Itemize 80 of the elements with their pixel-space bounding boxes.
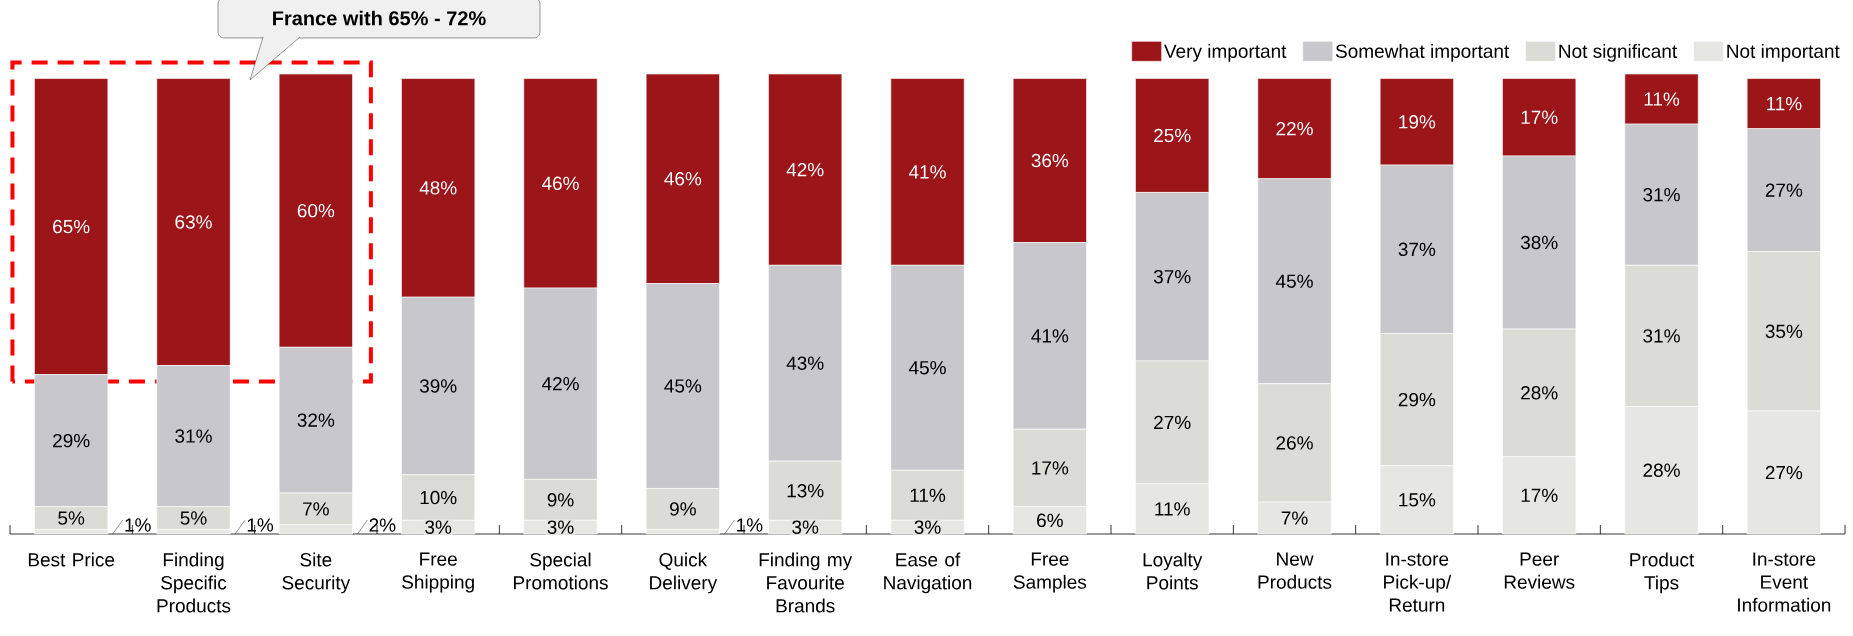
data-label: 9% — [670, 502, 696, 516]
legend-label: Not significant — [1559, 43, 1678, 62]
data-label: 3% — [792, 520, 819, 534]
data-label: 41% — [908, 165, 946, 179]
data-label: 25% — [1154, 128, 1191, 143]
text: France with 65% - 72% — [273, 10, 486, 26]
data-label: 48% — [419, 181, 457, 195]
data-label: 27% — [1765, 465, 1803, 480]
data-label: 1% — [125, 518, 151, 532]
x-tick-label: Free Shipping — [402, 552, 474, 593]
data-label: 42% — [786, 162, 824, 177]
x-tick-label: Site Security — [282, 552, 351, 594]
x-tick-label: Free Samples — [1013, 552, 1087, 593]
data-label: 29% — [53, 433, 90, 448]
data-label: 42% — [541, 377, 579, 391]
data-label: 17% — [1521, 110, 1558, 124]
x-tick-label: Product Tips — [1630, 552, 1695, 594]
data-label: 45% — [908, 361, 946, 375]
data-label: 11% — [1767, 96, 1802, 111]
x-tick-label: In-store Pick-up/ Return — [1384, 552, 1452, 612]
data-label: 1% — [737, 518, 763, 532]
data-label: 9% — [547, 493, 574, 507]
data-label: 60% — [297, 203, 335, 218]
data-label: 41% — [1031, 329, 1069, 343]
data-label: 11% — [1644, 92, 1680, 106]
data-label: 26% — [1276, 436, 1313, 450]
data-label: 28% — [1521, 386, 1558, 400]
data-label: 46% — [541, 176, 579, 191]
x-tick-label: In-store Event Information — [1738, 552, 1831, 612]
data-label: 2% — [369, 518, 396, 532]
data-label: 10% — [420, 490, 457, 505]
x-tick-label: Special Promotions — [514, 552, 608, 590]
x-tick-label: Finding Specific Products — [157, 552, 231, 613]
data-label: 45% — [664, 379, 702, 393]
data-label: 29% — [1398, 392, 1436, 407]
data-label: 17% — [1032, 461, 1069, 475]
data-label: 3% — [425, 520, 452, 534]
data-label: 35% — [1765, 324, 1803, 339]
data-label: 27% — [1154, 415, 1191, 430]
data-label: 65% — [53, 219, 90, 234]
data-label: 32% — [297, 413, 335, 427]
data-label: 45% — [1275, 274, 1313, 288]
data-label: 7% — [303, 502, 329, 516]
data-label: 37% — [1398, 242, 1436, 257]
data-label: 37% — [1153, 269, 1191, 284]
data-label: 39% — [419, 379, 457, 393]
data-label: 6% — [1037, 513, 1063, 528]
data-label: 38% — [1520, 235, 1558, 250]
data-label: 15% — [1399, 493, 1436, 507]
x-tick-label: Finding my Favourite Brands — [759, 552, 853, 613]
data-label: 31% — [175, 429, 212, 443]
data-label: 11% — [1155, 502, 1190, 516]
data-label: 31% — [1643, 329, 1680, 343]
data-label: 17% — [1521, 488, 1558, 502]
data-label: 5% — [180, 511, 207, 525]
data-label: 19% — [1399, 115, 1436, 129]
data-label: 31% — [1643, 187, 1680, 202]
data-label: 3% — [914, 520, 941, 534]
data-label: 27% — [1765, 183, 1803, 197]
legend-label: Somewhat important — [1335, 43, 1510, 62]
data-label: 28% — [1643, 463, 1680, 477]
data-label: 63% — [175, 215, 212, 229]
data-label: 46% — [664, 172, 702, 186]
data-label: 13% — [787, 484, 824, 498]
data-label: 11% — [910, 488, 946, 502]
data-label: 5% — [58, 511, 85, 525]
x-tick-label: Peer Reviews — [1504, 552, 1575, 589]
legend-label: Not important — [1727, 43, 1840, 62]
x-tick-label: Loyalty Points — [1143, 552, 1203, 590]
data-label: 43% — [786, 356, 824, 370]
data-label: 1% — [247, 518, 274, 532]
legend-label: Very important — [1164, 43, 1287, 62]
data-label: 22% — [1276, 121, 1313, 136]
data-label: 3% — [547, 520, 574, 534]
x-tick-label: Best Price — [28, 552, 115, 567]
x-tick-label: Quick Delivery — [650, 552, 718, 594]
data-label: 7% — [1281, 511, 1308, 525]
x-tick-label: Ease of Navigation — [884, 552, 972, 594]
x-tick-label: New Products — [1258, 552, 1332, 589]
data-label: 36% — [1031, 153, 1069, 168]
